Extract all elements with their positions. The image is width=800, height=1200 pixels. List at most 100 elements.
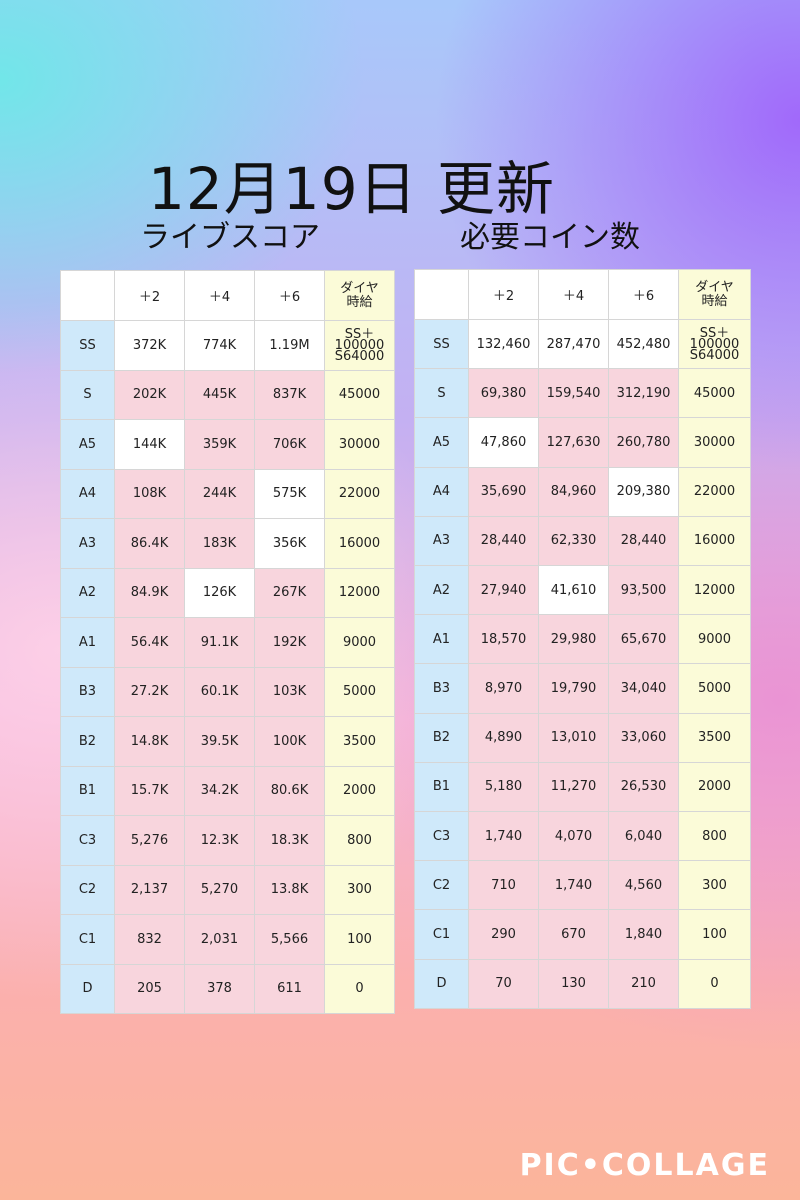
value-cell-v6: 210 xyxy=(608,958,679,1010)
diamond-hourly-cell: 45000 xyxy=(324,369,395,420)
value-cell-v4: 359K xyxy=(184,419,255,470)
page-title: 12月19日 更新 xyxy=(148,155,556,223)
value-cell-v6: 26,530 xyxy=(608,761,679,813)
value-cell-v6: 452,480 xyxy=(608,319,679,370)
diamond-hourly-cell: 5000 xyxy=(678,663,751,714)
value-cell-v4: 91.1K xyxy=(184,617,255,668)
rank-cell: B3 xyxy=(60,666,115,717)
value-cell-v2: 70 xyxy=(468,958,539,1010)
value-cell-v2: 14.8K xyxy=(114,716,185,767)
live-score-table-body: SS 372K 774K 1.19M SS＋100000 S64000 S 202K 445K 8… xyxy=(60,320,395,1014)
table-row: A1 18,570 29,980 65,670 9000 xyxy=(414,614,751,665)
value-cell-v4: 29,980 xyxy=(538,614,609,665)
rank-cell: C1 xyxy=(414,909,469,960)
value-cell-v4: 11,270 xyxy=(538,761,609,813)
value-cell-v2: 27,940 xyxy=(468,565,539,616)
rank-cell: C1 xyxy=(60,914,115,965)
diamond-hourly-cell: 9000 xyxy=(678,614,751,665)
diamond-hourly-cell: SS＋100000 S64000 xyxy=(324,320,395,371)
diamond-hourly-cell: 9000 xyxy=(324,617,395,668)
value-cell-v6: 6,040 xyxy=(608,811,679,862)
diamond-hourly-cell: 22000 xyxy=(678,466,751,517)
table-row: B2 14.8K 39.5K 100K 3500 xyxy=(60,716,395,767)
value-cell-v6: 267K xyxy=(254,567,325,618)
value-cell-v4: 1,740 xyxy=(538,860,609,911)
value-cell-v6: 706K xyxy=(254,419,325,470)
live-score-table: ＋2 ＋4 ＋6 ダイヤ 時給 SS 372K 774K 1.19M SS＋100000 S… xyxy=(60,270,395,1014)
header-diamond-hourly: ダイヤ 時給 xyxy=(678,268,751,321)
value-cell-v2: 4,890 xyxy=(468,712,539,763)
value-cell-v6: 65,670 xyxy=(608,614,679,665)
value-cell-v6: 312,190 xyxy=(608,368,679,419)
diamond-line-2: S64000 xyxy=(689,347,740,363)
rank-cell: A5 xyxy=(414,417,469,468)
table-row: SS 132,460 287,470 452,480 SS＋100000 S64000 xyxy=(414,319,751,370)
table-row: C2 710 1,740 4,560 300 xyxy=(414,860,751,911)
rank-cell: A4 xyxy=(60,468,115,519)
rank-cell: SS xyxy=(60,320,115,371)
value-cell-v6: 209,380 xyxy=(608,466,679,517)
required-coins-subtitle: 必要コイン数 xyxy=(460,220,640,255)
diamond-hourly-cell: 30000 xyxy=(324,419,395,470)
value-cell-v2: 27.2K xyxy=(114,666,185,717)
header-plus6: ＋6 xyxy=(254,270,325,321)
diamond-hourly-cell: 22000 xyxy=(324,468,395,519)
header-plus2: ＋2 xyxy=(468,268,539,321)
value-cell-v4: 39.5K xyxy=(184,716,255,767)
table-row: A5 144K 359K 706K 30000 xyxy=(60,419,395,470)
table-row: A4 35,690 84,960 209,380 22000 xyxy=(414,466,751,517)
rank-cell: C3 xyxy=(60,815,115,866)
rank-cell: A1 xyxy=(414,614,469,665)
diamond-hourly-cell: 45000 xyxy=(678,368,751,419)
value-cell-v2: 832 xyxy=(114,914,185,965)
value-cell-v2: 15.7K xyxy=(114,765,185,816)
value-cell-v6: 103K xyxy=(254,666,325,717)
value-cell-v4: 445K xyxy=(184,369,255,420)
value-cell-v2: 69,380 xyxy=(468,368,539,419)
live-score-subtitle: ライブスコア xyxy=(140,220,320,255)
table-row: D 205 378 611 0 xyxy=(60,963,395,1014)
value-cell-v4: 126K xyxy=(184,567,255,618)
value-cell-v4: 670 xyxy=(538,909,609,960)
value-cell-v2: 5,180 xyxy=(468,761,539,813)
value-cell-v2: 84.9K xyxy=(114,567,185,618)
value-cell-v4: 287,470 xyxy=(538,319,609,370)
header-plus4: ＋4 xyxy=(184,270,255,321)
table-row: B1 5,180 11,270 26,530 2000 xyxy=(414,761,751,813)
rank-cell: B3 xyxy=(414,663,469,714)
value-cell-v2: 35,690 xyxy=(468,466,539,517)
rank-cell: B2 xyxy=(60,716,115,767)
diamond-line-1: SS＋100000 xyxy=(334,326,385,353)
table-row: A4 108K 244K 575K 22000 xyxy=(60,468,395,519)
value-cell-v2: 2,137 xyxy=(114,864,185,915)
rank-cell: A3 xyxy=(60,518,115,569)
value-cell-v4: 12.3K xyxy=(184,815,255,866)
value-cell-v2: 47,860 xyxy=(468,417,539,468)
rank-cell: D xyxy=(414,958,469,1010)
value-cell-v6: 93,500 xyxy=(608,565,679,616)
value-cell-v4: 159,540 xyxy=(538,368,609,419)
header-corner-cell xyxy=(60,270,115,321)
value-cell-v4: 41,610 xyxy=(538,565,609,616)
value-cell-v2: 710 xyxy=(468,860,539,911)
value-cell-v4: 2,031 xyxy=(184,914,255,965)
diamond-hourly-cell: 300 xyxy=(324,864,395,915)
rank-cell: C3 xyxy=(414,811,469,862)
table-header-row: ＋2 ＋4 ＋6 ダイヤ 時給 xyxy=(60,270,395,321)
value-cell-v6: 611 xyxy=(254,963,325,1014)
value-cell-v6: 13.8K xyxy=(254,864,325,915)
value-cell-v4: 127,630 xyxy=(538,417,609,468)
table-row: B1 15.7K 34.2K 80.6K 2000 xyxy=(60,765,395,816)
value-cell-v4: 84,960 xyxy=(538,466,609,517)
rank-cell: A2 xyxy=(414,565,469,616)
value-cell-v6: 80.6K xyxy=(254,765,325,816)
value-cell-v2: 86.4K xyxy=(114,518,185,569)
table-row: C1 832 2,031 5,566 100 xyxy=(60,914,395,965)
table-row: A1 56.4K 91.1K 192K 9000 xyxy=(60,617,395,668)
diamond-hourly-cell: 800 xyxy=(678,811,751,862)
rank-cell: S xyxy=(60,369,115,420)
header-diamond-label: ダイヤ xyxy=(695,279,734,295)
value-cell-v4: 34.2K xyxy=(184,765,255,816)
pic-collage-logo: PIC•COLLAGE xyxy=(519,1148,770,1183)
value-cell-v4: 19,790 xyxy=(538,663,609,714)
